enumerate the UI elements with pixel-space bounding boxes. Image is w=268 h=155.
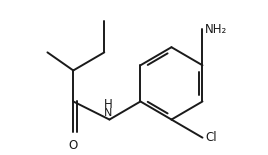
Text: NH₂: NH₂ [205,23,227,36]
Text: N: N [104,108,112,118]
Text: O: O [69,139,78,152]
Text: H: H [104,98,113,111]
Text: Cl: Cl [205,131,217,144]
